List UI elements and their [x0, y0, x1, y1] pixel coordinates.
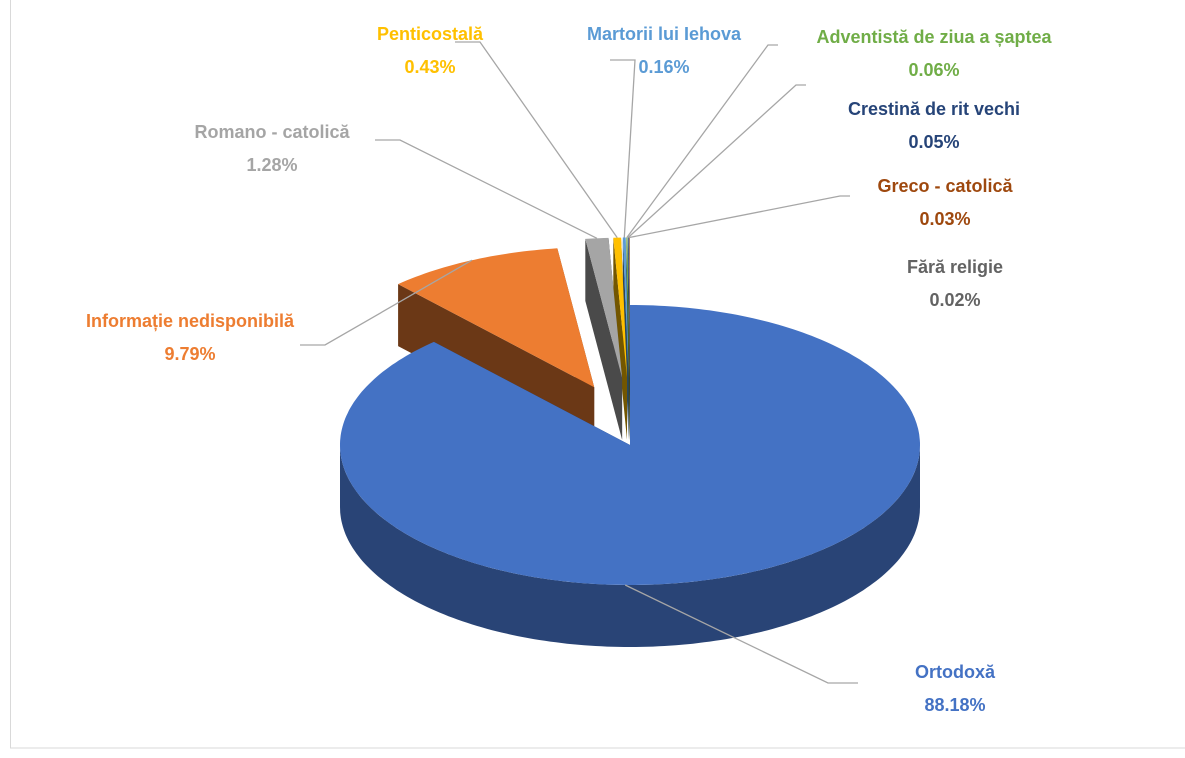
category-label: Martorii lui Iehova	[587, 24, 742, 44]
slice-wall	[622, 237, 629, 440]
slice	[340, 305, 920, 585]
leader-line	[610, 59, 636, 238]
value-label: 0.03%	[919, 209, 970, 229]
slice	[613, 237, 627, 378]
slice	[398, 248, 595, 388]
category-label: Romano - catolică	[194, 122, 350, 142]
leader-line	[626, 44, 778, 238]
category-label: Greco - catolică	[877, 176, 1013, 196]
value-label: 88.18%	[924, 695, 985, 715]
slice-wall	[613, 237, 627, 440]
category-label: Fără religie	[907, 257, 1003, 277]
leader-line	[375, 139, 598, 239]
slice	[626, 237, 630, 378]
value-label: 0.02%	[929, 290, 980, 310]
category-label: Informație nedisponibilă	[86, 311, 295, 331]
leader-line	[300, 259, 473, 346]
category-label: Ortodoxă	[915, 662, 996, 682]
leader-line	[627, 84, 806, 238]
slice	[622, 237, 629, 378]
value-label: 0.05%	[908, 132, 959, 152]
leader-line	[624, 584, 858, 684]
value-label: 1.28%	[246, 155, 297, 175]
slice-side	[340, 445, 920, 647]
category-label: Adventistă de ziua a șaptea	[816, 27, 1052, 47]
category-label: Crestină de rit vechi	[848, 99, 1020, 119]
slice-wall	[585, 238, 623, 440]
value-label: 9.79%	[164, 344, 215, 364]
slice	[585, 237, 623, 378]
slice	[628, 237, 630, 378]
leader-line	[455, 41, 618, 238]
category-label: Penticostală	[377, 24, 484, 44]
value-label: 0.43%	[404, 57, 455, 77]
leader-line	[629, 195, 850, 239]
value-label: 0.16%	[638, 57, 689, 77]
slice	[627, 237, 630, 378]
chart-frame	[10, 0, 1185, 749]
value-label: 0.06%	[908, 60, 959, 80]
